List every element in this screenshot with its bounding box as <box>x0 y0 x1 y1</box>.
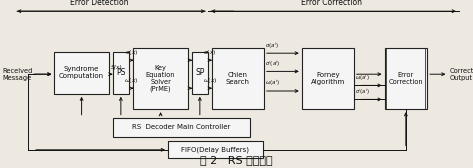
Text: $\sigma(x)$: $\sigma(x)$ <box>203 48 217 57</box>
Text: S(x): S(x) <box>111 65 123 70</box>
Text: Corrected
Output: Corrected Output <box>450 68 473 81</box>
Text: Received
Message: Received Message <box>2 68 33 81</box>
Text: $\sigma'(a^i)$: $\sigma'(a^i)$ <box>265 59 280 69</box>
Bar <box>212 48 264 109</box>
Bar <box>192 52 208 94</box>
Text: FIFO(Delay Buffers): FIFO(Delay Buffers) <box>181 146 249 153</box>
Text: Syndrome
Computation: Syndrome Computation <box>59 66 104 79</box>
Text: $\sigma(x)$: $\sigma(x)$ <box>124 48 138 57</box>
Bar <box>386 48 425 109</box>
Text: Error
Correction: Error Correction <box>388 72 423 85</box>
Text: Forney
Algorithm: Forney Algorithm <box>311 72 345 85</box>
Text: Error Detection: Error Detection <box>70 0 129 7</box>
Text: $\omega(x)$: $\omega(x)$ <box>124 76 139 85</box>
Text: PS: PS <box>116 68 125 77</box>
Text: Chien
Search: Chien Search <box>226 72 250 85</box>
Text: SP: SP <box>195 68 204 77</box>
Bar <box>113 118 250 137</box>
Bar <box>385 48 427 109</box>
Text: $\omega(x)$: $\omega(x)$ <box>202 76 217 85</box>
Text: $\omega(a^i)$: $\omega(a^i)$ <box>265 78 280 89</box>
Bar <box>168 141 263 158</box>
Bar <box>133 48 188 109</box>
Text: $\omega(a^i)$: $\omega(a^i)$ <box>355 73 369 83</box>
Text: RS  Decoder Main Controller: RS Decoder Main Controller <box>132 124 230 130</box>
Text: Error Correction: Error Correction <box>301 0 361 7</box>
Text: $\sigma'(a^i)$: $\sigma'(a^i)$ <box>355 87 370 97</box>
Bar <box>302 48 354 109</box>
Text: Key
Equation
Solver
(PrME): Key Equation Solver (PrME) <box>146 65 175 92</box>
Text: 图 2   RS 译码结构: 图 2 RS 译码结构 <box>200 155 273 165</box>
Text: $\sigma(a^i)$: $\sigma(a^i)$ <box>265 40 279 51</box>
Bar <box>54 52 109 94</box>
Bar <box>113 52 129 94</box>
